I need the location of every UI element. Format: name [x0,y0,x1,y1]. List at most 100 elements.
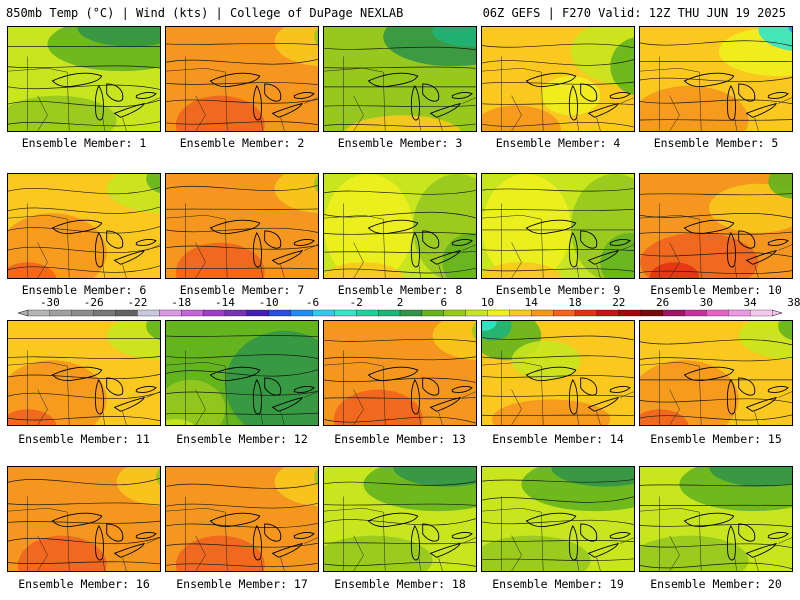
height-contour [324,518,476,526]
boundary-line [418,117,421,131]
height-contour [482,208,634,211]
height-contour [640,504,792,506]
colorbar-swatch [181,309,204,317]
height-contour [166,121,318,126]
colorbar-swatch [618,309,642,317]
height-contour [8,356,160,360]
height-contour [482,121,634,128]
lake-outline [271,542,304,558]
height-contour [166,335,318,338]
lake-outline [422,230,440,249]
height-contour [640,231,792,235]
height-contour [8,520,160,524]
lake-outline [113,396,146,412]
height-contour [482,355,634,360]
boundary-line [540,219,544,278]
colorbar-swatch [356,309,379,317]
height-contour [324,503,476,506]
boundary-line [166,214,226,220]
boundary-line [66,366,70,425]
height-contour [8,391,160,400]
height-contour [8,477,160,486]
boundary-line [66,72,70,131]
boundary-line [37,389,48,425]
lake-outline [683,72,735,88]
boundary-line [734,557,737,571]
boundary-line [324,361,384,367]
boundary-line [8,67,68,73]
colorbar-swatch [312,309,335,317]
boundary-line [122,557,127,571]
boundary-line [462,97,476,104]
colorbar-swatch [202,309,226,317]
height-contour [482,248,634,251]
panel-label: Ensemble Member: 16 [18,577,150,591]
panel-label: Ensemble Member: 15 [650,432,782,446]
boundary-line [166,507,226,513]
lake-outline [94,524,104,561]
boundary-line [102,411,105,425]
boundary-line [640,507,700,513]
lake-outline [568,84,578,121]
boundary-line [304,244,318,251]
lake-outline [726,231,736,268]
lake-outline [726,84,736,121]
lake-outline [252,378,262,415]
height-contour [324,105,476,108]
height-contour [166,267,318,270]
boundary-line [324,507,384,513]
lake-outline [271,102,304,118]
boundary-line [576,264,579,278]
boundary-line [734,264,737,278]
lake-outline [745,249,778,265]
lake-outline [429,396,462,412]
lake-outline [209,72,261,88]
boundary-line [640,67,700,73]
colorbar-swatch [749,309,773,317]
boundary-line [195,535,206,571]
boundary-line [778,97,792,104]
ensemble-map-panel [323,466,477,572]
lake-outline [113,102,146,118]
lake-outline [94,231,104,268]
colorbar-swatch [509,309,532,317]
ensemble-map-panel [323,26,477,132]
lake-outline [429,249,462,265]
height-contour [166,390,318,396]
map-title: 850mb Temp (°C) | Wind (kts) | College o… [6,6,404,20]
boundary-line [37,535,48,571]
panel-label: Ensemble Member: 12 [176,432,308,446]
temperature-field [482,174,634,278]
height-contour [324,562,476,567]
lake-outline [252,231,262,268]
lake-outline [252,84,262,121]
height-contour [324,542,476,545]
colorbar-swatch [684,309,707,317]
lake-outline [609,238,631,246]
boundary-line [280,411,285,425]
height-contour [640,398,792,404]
lake-outline [367,219,419,235]
boundary-line [462,537,476,544]
panel-label: Ensemble Member: 18 [334,577,466,591]
height-contour [166,58,318,65]
colorbar-swatch [115,309,138,317]
colorbar-tick-label: -30 [40,296,60,309]
lake-outline [51,219,103,235]
boundary-line [102,264,105,278]
lake-outline [106,377,124,396]
colorbar-tick-label: -18 [171,296,191,309]
boundary-line [122,264,127,278]
height-contour [166,98,318,104]
colorbar-swatch [159,309,182,317]
height-contour [8,121,160,127]
lake-outline [209,366,261,382]
boundary-line [482,507,542,513]
lake-outline [745,396,778,412]
lake-outline [568,378,578,415]
boundary-line [122,117,127,131]
lake-outline [410,231,420,268]
colorbar-swatch [443,309,467,317]
boundary-line [195,242,206,278]
boundary-line [438,264,443,278]
